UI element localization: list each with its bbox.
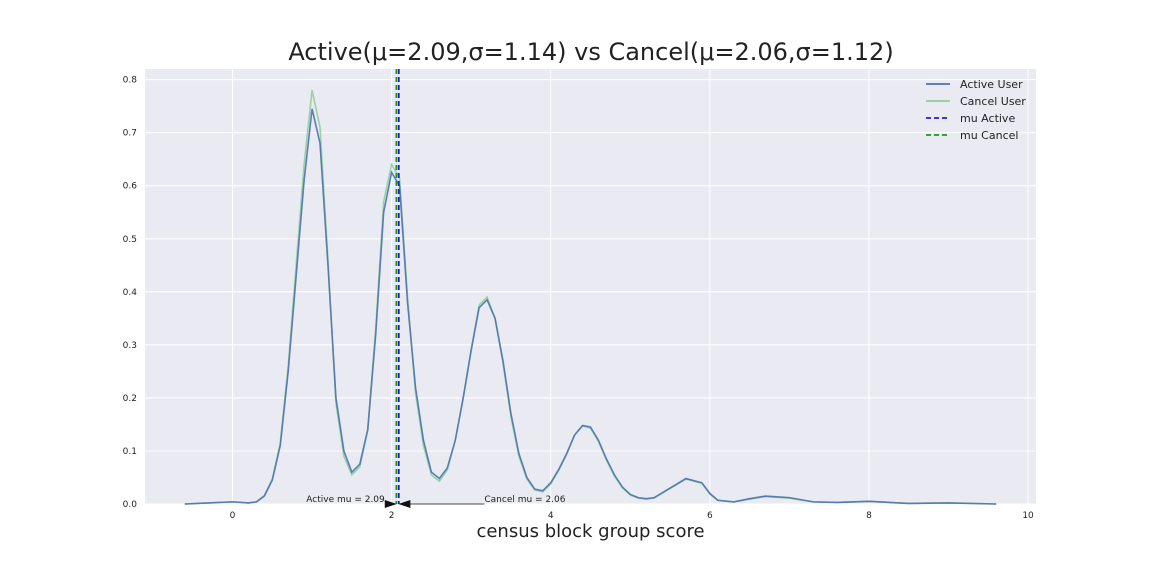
x-tick-label: 8 xyxy=(866,511,872,521)
grid-lines xyxy=(145,69,1036,505)
x-tick-label: 6 xyxy=(707,511,713,521)
legend-label: Cancel User xyxy=(960,95,1026,108)
legend: Active User Cancel User mu Active mu Cancel xyxy=(926,78,1026,142)
y-tick-label: 0.5 xyxy=(123,235,137,245)
y-tick-label: 0.7 xyxy=(123,129,137,139)
annotation-arrowhead xyxy=(384,500,397,508)
y-tick-label: 0.1 xyxy=(123,447,137,457)
y-tick-label: 0.6 xyxy=(123,182,138,192)
x-tick-label: 4 xyxy=(548,511,554,521)
chart-title: Active(μ=2.09,σ=1.14) vs Cancel(μ=2.06,σ… xyxy=(288,38,894,66)
series-lines xyxy=(184,90,997,505)
legend-label: Active User xyxy=(960,78,1023,91)
annotation-active-mu: Active mu = 2.09 xyxy=(306,495,385,505)
legend-label: mu Cancel xyxy=(960,129,1018,142)
annotations: Active mu = 2.09 Cancel mu = 2.06 xyxy=(306,495,566,508)
mean-lines xyxy=(395,69,400,504)
y-tick-labels: 0.0 0.1 0.2 0.3 0.4 0.5 0.6 0.7 0.8 xyxy=(123,76,138,510)
y-tick-label: 0.0 xyxy=(123,500,138,510)
series-line-active-user xyxy=(184,108,997,505)
x-axis-label: census block group score xyxy=(476,521,705,542)
y-tick-label: 0.4 xyxy=(123,288,138,298)
legend-label: mu Active xyxy=(960,112,1015,125)
y-tick-label: 0.2 xyxy=(123,394,137,404)
y-tick-label: 0.8 xyxy=(123,76,138,86)
y-tick-label: 0.3 xyxy=(123,341,137,351)
annotation-cancel-mu: Cancel mu = 2.06 xyxy=(484,495,565,505)
annotation-arrowhead xyxy=(398,500,411,508)
x-tick-label: 0 xyxy=(230,511,236,521)
x-tick-labels: 0 2 4 6 8 10 xyxy=(230,511,1034,521)
x-tick-label: 10 xyxy=(1022,511,1034,521)
x-tick-label: 2 xyxy=(389,511,395,521)
plot-area xyxy=(145,69,1036,504)
